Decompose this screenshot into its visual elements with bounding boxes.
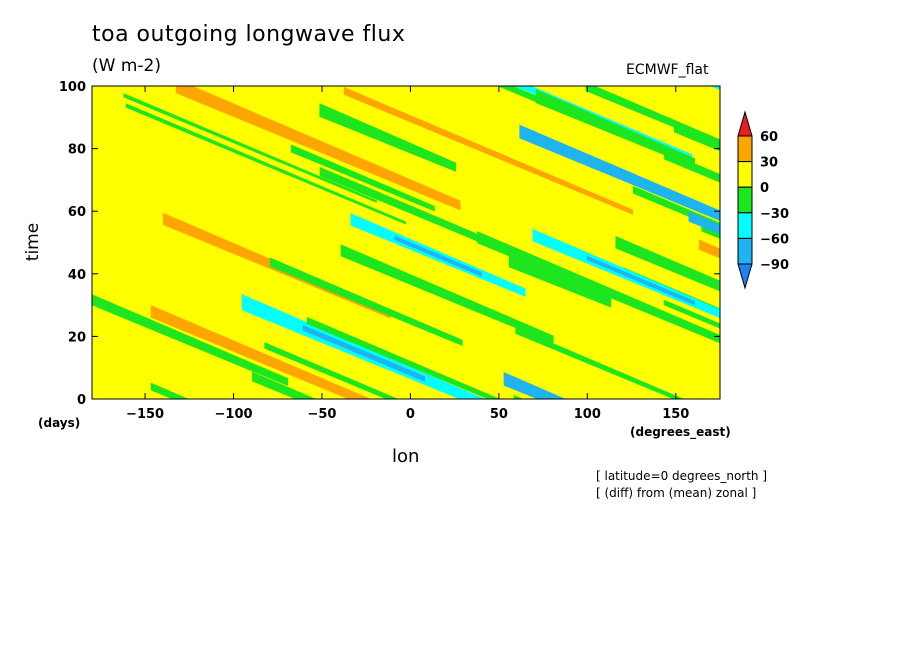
anomaly-band <box>150 305 371 399</box>
x-tick-label: −100 <box>215 407 253 422</box>
anomaly-band <box>508 251 612 308</box>
axes: −150 −100 −50 0 50 100 150 0 20 40 60 80 100 <box>59 80 720 422</box>
anomaly-band <box>150 382 189 399</box>
x-axis-units: (degrees_east) <box>630 425 731 439</box>
colorbar-label: 0 <box>760 181 769 196</box>
x-tick-label: 0 <box>406 407 415 422</box>
anomaly-band <box>477 231 720 344</box>
anomaly-band <box>241 294 486 399</box>
anomaly-band <box>701 218 720 239</box>
x-tick-label: −150 <box>126 407 164 422</box>
anomaly-band <box>535 89 696 168</box>
field-background <box>92 86 720 399</box>
x-axis-label: lon <box>392 446 420 467</box>
anomaly-band <box>290 144 435 212</box>
anomaly-band <box>269 415 351 459</box>
anomaly-core <box>302 324 426 382</box>
anomaly-band <box>125 103 406 225</box>
y-tick-label: 80 <box>68 143 86 158</box>
heatmap-field <box>92 86 720 535</box>
anomaly-band <box>513 86 693 160</box>
anomaly-band <box>532 228 720 319</box>
y-axis-units: (days) <box>38 416 81 430</box>
anomaly-band <box>306 316 501 399</box>
anomaly-band <box>175 86 461 211</box>
annotation-diff: [ (diff) from (mean) zonal ] <box>596 486 757 500</box>
anomaly-band <box>343 86 633 215</box>
anomaly-band <box>664 150 720 183</box>
anomaly-band <box>218 416 309 462</box>
y-tick-label: 0 <box>77 393 86 408</box>
anomaly-band <box>519 124 720 221</box>
anomaly-band <box>248 433 353 489</box>
colorbar-extend-bottom <box>737 263 753 290</box>
colorbar-box <box>737 237 753 265</box>
colorbar-label: −30 <box>760 207 789 222</box>
plot-frame <box>91 85 721 400</box>
source-label: ECMWF_flat <box>626 62 709 78</box>
anomaly-band <box>515 327 684 399</box>
anomaly-band <box>252 371 317 399</box>
anomaly-band <box>187 465 332 535</box>
x-tick-label: 150 <box>662 407 689 422</box>
anomaly-core <box>394 235 482 277</box>
colorbar-box <box>737 135 753 163</box>
anomaly-band <box>350 213 526 297</box>
colorbar-label: 60 <box>760 130 778 145</box>
anomaly-core <box>586 255 695 306</box>
anomaly-band <box>615 235 720 292</box>
anomaly-band <box>623 267 720 312</box>
x-tick-label: 100 <box>574 407 601 422</box>
chart-title: toa outgoing longwave flux <box>92 22 406 47</box>
chart-units: (W m-2) <box>92 56 161 76</box>
colorbar-box <box>737 161 753 188</box>
colorbar-label: 30 <box>760 156 778 171</box>
colorbar: 60 30 0 −30 −60 −90 <box>737 110 789 290</box>
anomaly-band <box>513 394 524 399</box>
anomaly-band <box>269 257 463 347</box>
anomaly-band <box>585 86 720 147</box>
y-axis-label: time <box>23 222 44 262</box>
y-tick-label: 20 <box>68 330 86 345</box>
y-tick-label: 40 <box>68 268 86 283</box>
y-tick-label: 100 <box>59 80 86 95</box>
anomaly-band <box>162 212 391 319</box>
y-tick-label: 60 <box>68 205 86 220</box>
anomaly-band <box>123 93 377 203</box>
anomaly-band <box>673 120 720 152</box>
colorbar-box <box>737 212 753 239</box>
colorbar-label: −60 <box>760 232 789 247</box>
anomaly-band <box>319 166 646 312</box>
anomaly-band <box>663 299 720 329</box>
anomaly-band <box>699 239 720 259</box>
anomaly-band <box>340 244 554 344</box>
annotation-latitude: [ latitude=0 degrees_north ] <box>596 469 768 483</box>
colorbar-label: −90 <box>760 258 789 273</box>
x-tick-label: 50 <box>490 407 508 422</box>
anomaly-band <box>688 211 720 235</box>
anomaly-band <box>710 86 720 91</box>
x-tick-label: −50 <box>307 407 336 422</box>
anomaly-band <box>319 103 457 172</box>
anomaly-band <box>92 294 289 387</box>
colorbar-box <box>737 186 753 214</box>
anomaly-band <box>632 185 720 230</box>
colorbar-extend-top <box>737 110 753 137</box>
